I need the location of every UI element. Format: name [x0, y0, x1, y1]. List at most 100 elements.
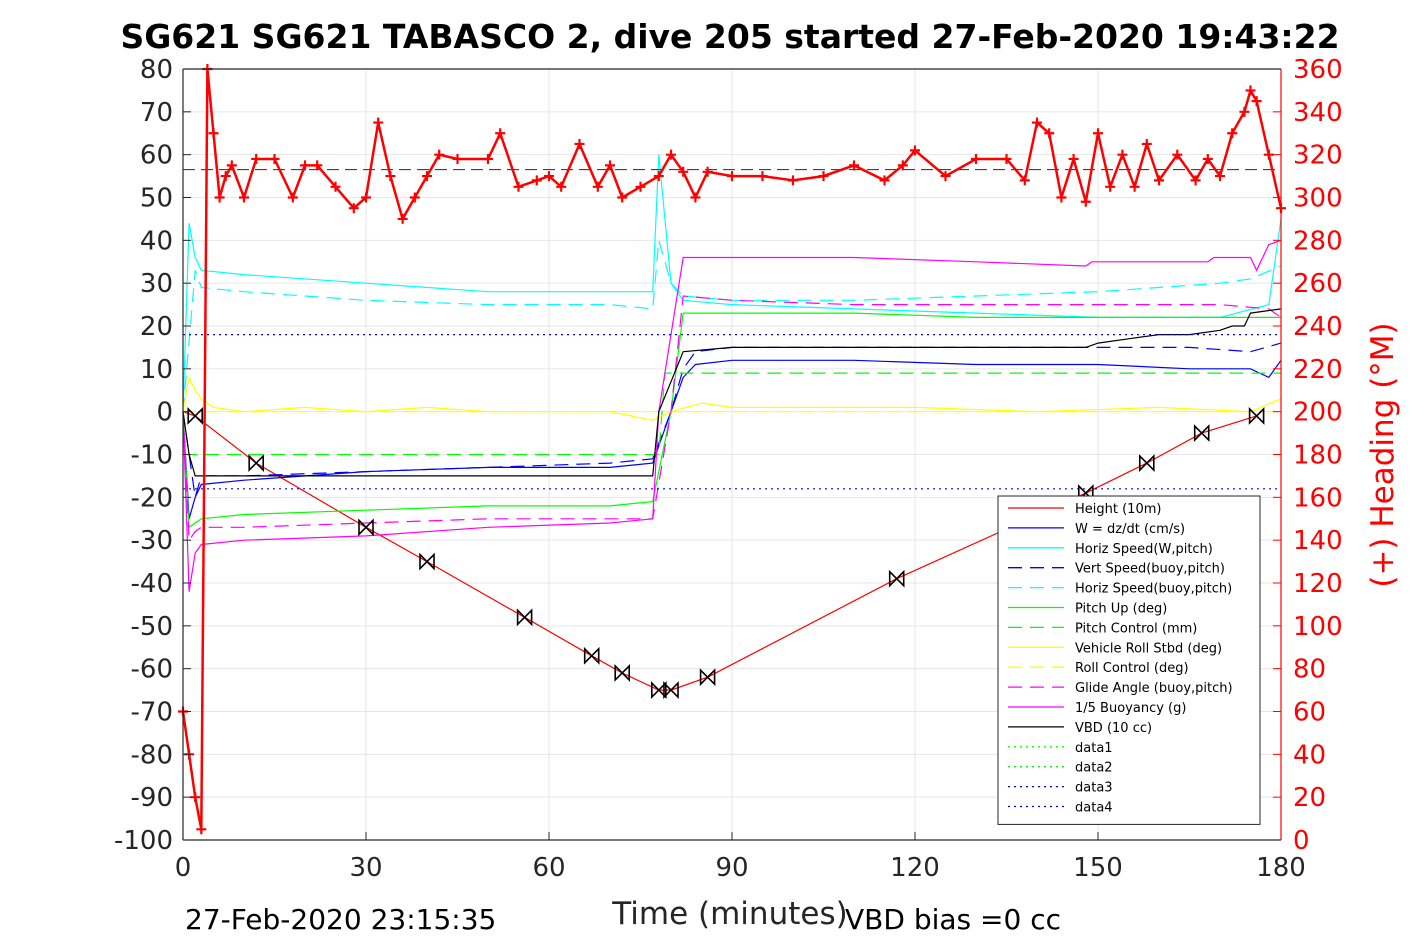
right-y-tick-label: 300: [1293, 184, 1343, 214]
heading-point: [190, 792, 201, 803]
right-y-tick-label: 80: [1293, 655, 1326, 685]
heading-point: [971, 153, 981, 164]
heading-point: [226, 160, 237, 171]
heading-point: [348, 203, 359, 214]
legend-label-2: Horiz Speed(W,pitch): [1075, 542, 1213, 557]
left-y-tick-label: 10: [140, 355, 173, 385]
legend-label-12: data1: [1075, 741, 1113, 756]
heading-point: [208, 128, 219, 139]
heading-point: [666, 149, 676, 160]
heading-point: [434, 149, 445, 160]
heading-point: [849, 160, 859, 171]
right-y-tick-label: 180: [1293, 441, 1343, 471]
heading-point: [1129, 181, 1140, 192]
axes: 0 30 60 90 120 150 18080706050403020100-10-20-…: [114, 55, 1343, 883]
heading-point: [1068, 153, 1079, 164]
right-y-tick-label: 200: [1293, 398, 1343, 428]
heading-point: [1190, 175, 1201, 186]
left-y-tick-label: 60: [140, 141, 173, 171]
heading-point: [605, 160, 615, 171]
heading-point: [1056, 192, 1067, 203]
legend-label-15: data4: [1075, 801, 1113, 816]
heading-point: [251, 153, 262, 164]
legend-box: [997, 495, 1261, 825]
left-y-tick-label: -60: [131, 655, 173, 685]
heading-point: [330, 181, 341, 192]
heading-point: [513, 181, 524, 192]
heading-point: [1117, 149, 1128, 160]
x-tick-label: 90: [715, 853, 748, 883]
legend-label-7: Vehicle Roll Stbd (deg): [1075, 641, 1222, 656]
heading-point: [287, 192, 298, 203]
left-y-tick-label: -50: [131, 612, 173, 642]
heading-point: [239, 192, 249, 203]
height-marker: [358, 518, 374, 537]
heading-point: [422, 171, 432, 182]
heading-point: [1263, 149, 1274, 160]
legend-label-5: Pitch Up (deg): [1075, 602, 1167, 617]
x-tick-label: 150: [1073, 853, 1123, 883]
right-y-tick-label: 120: [1293, 569, 1343, 599]
heading-point: [818, 171, 829, 182]
right-y-tick-label: 360: [1293, 55, 1343, 85]
heading-point: [678, 166, 689, 177]
height-marker: [663, 681, 679, 700]
heading-point: [727, 171, 737, 182]
heading-point: [1032, 117, 1042, 128]
x-tick-label: 30: [349, 853, 382, 883]
height-marker: [1078, 484, 1094, 502]
heading-point: [1172, 149, 1183, 160]
heading-point: [1202, 153, 1213, 164]
footer-timestamp: 27-Feb-2020 23:15:35: [185, 903, 496, 936]
left-y-tick-label: -70: [131, 698, 173, 728]
right-y-tick-label: 280: [1293, 226, 1343, 256]
height-marker: [1139, 454, 1155, 472]
heading-point: [1001, 153, 1012, 164]
heading-point: [879, 175, 890, 186]
legend-label-14: data3: [1075, 781, 1113, 796]
left-y-tick-label: -100: [114, 826, 173, 856]
heading-point: [690, 192, 701, 203]
height-marker: [651, 681, 667, 700]
series-line-0: [182, 411, 1257, 691]
legend-label-4: Horiz Speed(buoy,pitch): [1075, 582, 1232, 597]
heading-point: [1019, 175, 1030, 186]
heading-point: [910, 145, 920, 156]
left-y-tick-label: -20: [131, 483, 173, 513]
heading-point: [300, 160, 310, 171]
heading-point: [269, 153, 280, 164]
heading-point: [653, 171, 664, 182]
legend-label-1: W = dz/dt (cm/s): [1075, 522, 1185, 537]
height-marker: [248, 454, 264, 472]
right-y-tick-label: 100: [1293, 612, 1343, 642]
heading-point: [617, 192, 628, 203]
legend-label-9: Glide Angle (buoy,pitch): [1075, 681, 1233, 696]
left-y-tick-label: -10: [131, 441, 173, 471]
height-marker: [1193, 424, 1210, 443]
left-y-tick-label: 80: [140, 55, 173, 85]
heading-point: [635, 181, 646, 192]
x-tick-label: 120: [890, 853, 940, 883]
series-line-11: [182, 308, 1282, 477]
heading-series: [178, 64, 1286, 835]
height-marker: [888, 569, 905, 588]
height-marker: [699, 668, 716, 687]
heading-point: [385, 171, 396, 182]
height-marker: [516, 608, 533, 627]
legend-label-10: 1/5 Buoyancy (g): [1075, 701, 1186, 716]
heading-point: [940, 171, 951, 182]
heading-point: [220, 171, 231, 182]
x-tick-label: 180: [1256, 853, 1306, 883]
chart-title: SG621 SG621 TABASCO 2, dive 205 started …: [120, 17, 1339, 56]
heading-point: [1141, 138, 1152, 149]
series-line-10: [182, 239, 1282, 592]
right-y-tick-label: 320: [1293, 141, 1343, 171]
x-tick-label: 60: [532, 853, 565, 883]
heading-point: [483, 153, 493, 164]
series-line-1: [182, 359, 1282, 519]
height-marker: [1248, 407, 1265, 425]
height-marker: [187, 407, 203, 425]
left-y-tick-label: 20: [140, 312, 173, 342]
left-y-tick-label: 70: [140, 98, 173, 128]
right-y-tick-label: 260: [1293, 269, 1343, 299]
